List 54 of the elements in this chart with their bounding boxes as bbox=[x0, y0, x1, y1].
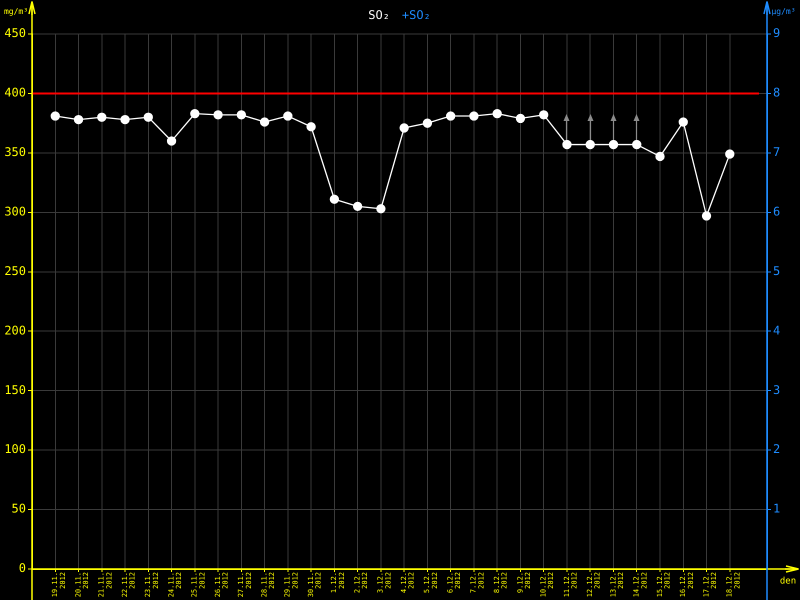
y2-axis-title: μg/m³ bbox=[771, 7, 796, 16]
point bbox=[120, 114, 130, 124]
point bbox=[260, 117, 270, 127]
y-tick-label: 100 bbox=[4, 442, 26, 456]
y2-tick-label: 6 bbox=[773, 204, 780, 218]
point bbox=[492, 109, 502, 118]
point bbox=[516, 114, 526, 124]
point bbox=[422, 118, 432, 128]
point bbox=[586, 140, 595, 150]
point bbox=[376, 204, 386, 214]
y2-tick-label: 5 bbox=[773, 264, 780, 278]
point bbox=[352, 202, 362, 212]
point bbox=[74, 114, 84, 124]
y2-tick-label: 2 bbox=[773, 442, 780, 456]
point bbox=[702, 211, 712, 221]
point bbox=[562, 140, 572, 150]
y2-tick-label: 4 bbox=[773, 323, 780, 338]
y-tick-label: 200 bbox=[4, 323, 26, 338]
point bbox=[539, 110, 548, 120]
point bbox=[446, 111, 456, 121]
point bbox=[97, 112, 106, 122]
point bbox=[400, 123, 409, 133]
y2-tick-label: 8 bbox=[773, 86, 780, 100]
point bbox=[678, 117, 688, 127]
y2-tick-label: 1 bbox=[773, 502, 780, 516]
point bbox=[725, 149, 734, 159]
point bbox=[50, 111, 60, 121]
y2-tick-label: 9 bbox=[773, 26, 780, 40]
point bbox=[283, 111, 293, 121]
point bbox=[306, 122, 316, 132]
point bbox=[655, 152, 665, 162]
text: +SO₂ bbox=[402, 8, 431, 22]
point bbox=[236, 110, 246, 120]
x-axis-title: den bbox=[780, 576, 796, 586]
y2-tick-label: 7 bbox=[773, 145, 780, 160]
point bbox=[166, 136, 176, 146]
point bbox=[632, 140, 642, 150]
text: SO₂ bbox=[368, 8, 390, 22]
point bbox=[144, 112, 153, 122]
y-tick-label: 0 bbox=[18, 561, 26, 576]
point bbox=[469, 111, 479, 121]
y-axis-title: mg/m³ bbox=[4, 7, 28, 16]
y-tick-label: 150 bbox=[4, 382, 26, 397]
y-tick-label: 50 bbox=[12, 502, 26, 516]
y2-tick-label: 3 bbox=[773, 382, 780, 397]
y-tick-label: 300 bbox=[4, 204, 26, 218]
y-tick-label: 400 bbox=[4, 86, 26, 100]
point bbox=[213, 110, 223, 120]
y-tick-label: 350 bbox=[4, 145, 26, 160]
point bbox=[608, 140, 618, 150]
point bbox=[190, 109, 200, 118]
y-tick-label: 250 bbox=[4, 264, 26, 278]
y-tick-label: 450 bbox=[4, 26, 26, 40]
point bbox=[330, 194, 340, 204]
